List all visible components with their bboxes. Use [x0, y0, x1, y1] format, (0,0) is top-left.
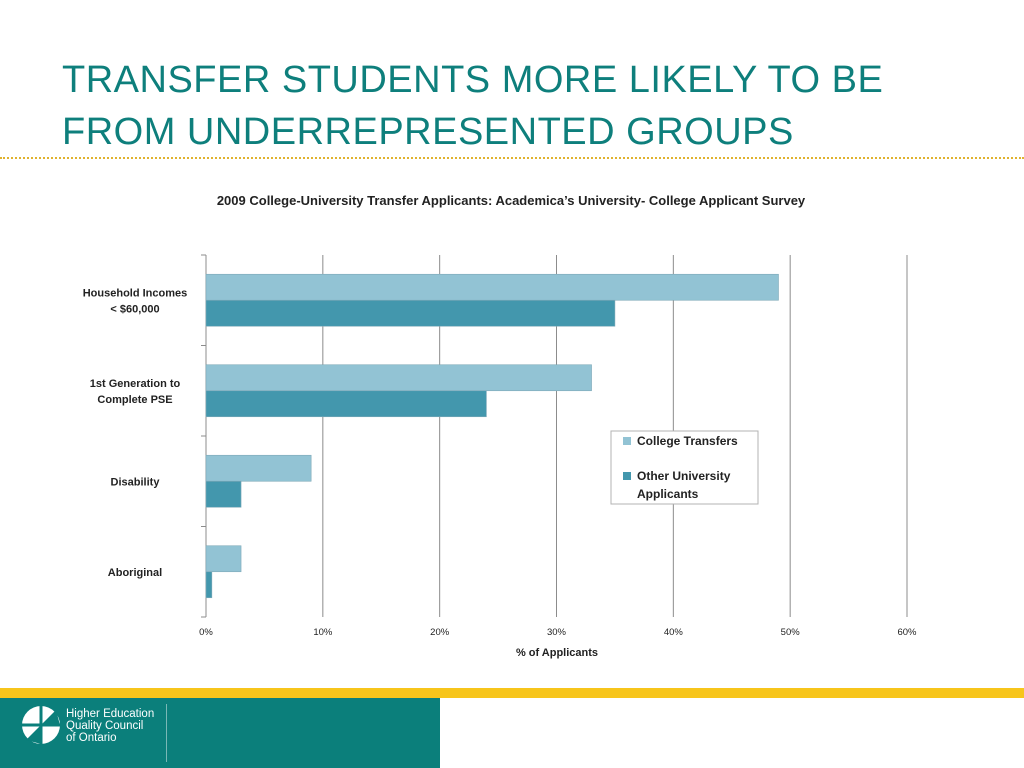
title-divider [0, 157, 1024, 159]
x-tick-label: 10% [313, 627, 333, 638]
footer-accent-band [0, 688, 1024, 698]
bar-college-transfers [205, 454, 312, 482]
category-label: 1st Generation to Complete PSE [90, 378, 181, 406]
org-name: Higher Education Quality Council of Onta… [66, 708, 155, 744]
footer-brand-block: Higher Education Quality Council of Onta… [0, 698, 440, 768]
x-tick-label: 60% [897, 627, 917, 638]
bar-other-university-applicants [205, 480, 242, 508]
bar-chart: 2009 College-University Transfer Applica… [83, 193, 917, 659]
x-tick-label: 30% [547, 627, 567, 638]
slide-title: TRANSFER STUDENTS MORE LIKELY TO BE FROM… [62, 59, 884, 153]
footer-divider [166, 704, 167, 762]
bar-college-transfers [205, 545, 242, 573]
legend-label: Other University Applicants [637, 469, 731, 501]
legend-label: College Transfers [637, 434, 738, 448]
bar-college-transfers [205, 364, 592, 392]
x-tick-label: 0% [199, 627, 213, 638]
category-label: Disability [111, 476, 161, 488]
category-label: Household Incomes < $60,000 [83, 287, 188, 315]
chart-title: 2009 College-University Transfer Applica… [217, 193, 806, 208]
bar-other-university-applicants [205, 299, 616, 327]
x-tick-label: 20% [430, 627, 450, 638]
x-tick-label: 50% [781, 627, 801, 638]
legend-swatch [623, 437, 631, 445]
legend-box [610, 430, 759, 505]
x-axis-title: % of Applicants [516, 647, 598, 659]
legend-swatch [623, 472, 631, 480]
bar-other-university-applicants [205, 390, 487, 418]
bar-college-transfers [205, 273, 779, 301]
category-label: Aboriginal [108, 567, 162, 579]
bar-other-university-applicants [205, 571, 213, 599]
x-tick-label: 40% [664, 627, 684, 638]
heqco-logo-icon [22, 706, 60, 744]
